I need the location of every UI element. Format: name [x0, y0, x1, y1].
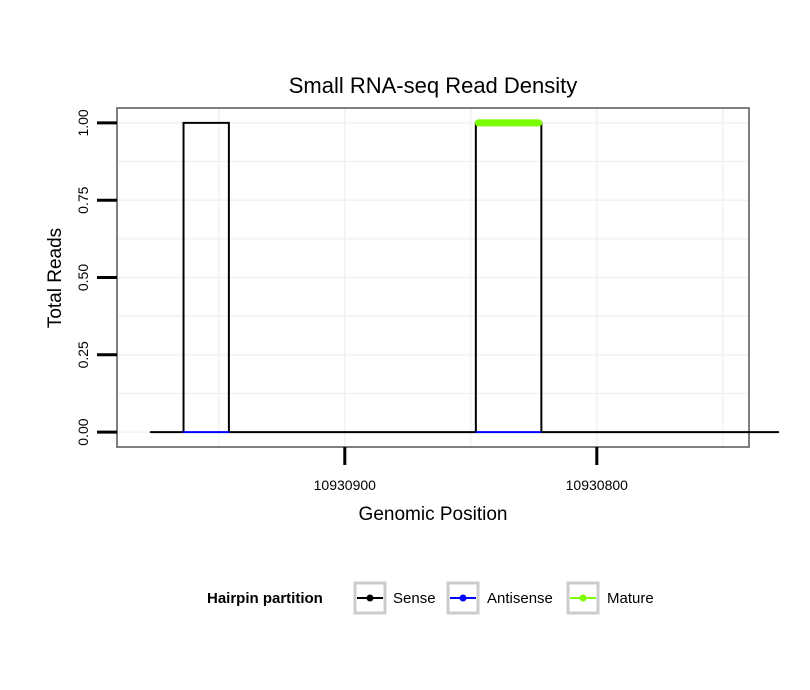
- legend-key-point-antisense: [459, 594, 467, 602]
- y-tick-label: 0.25: [75, 341, 91, 368]
- legend-label-sense: Sense: [393, 590, 436, 607]
- legend-key-point-mature: [579, 594, 587, 602]
- chart-title: Small RNA-seq Read Density: [289, 73, 578, 98]
- series-layer: [149, 119, 780, 434]
- y-axis: 0.00 0.25 0.50 0.75 1.00: [75, 109, 117, 446]
- legend-title: Hairpin partition: [207, 590, 323, 607]
- x-axis-title: Genomic Position: [359, 504, 508, 525]
- grid: [118, 109, 748, 446]
- legend-key-point-sense: [366, 594, 374, 602]
- y-axis-title: Total Reads: [45, 228, 66, 328]
- y-tick-label: 0.75: [75, 186, 91, 213]
- y-tick-label: 0.00: [75, 418, 91, 445]
- legend-label-antisense: Antisense: [487, 590, 553, 607]
- legend: Hairpin partition Sense Antisense Mature: [207, 581, 654, 615]
- series-sense-line: [149, 121, 780, 434]
- y-tick-label: 1.00: [75, 109, 91, 136]
- x-tick-label: 10930900: [314, 477, 377, 493]
- x-axis: 10930900 10930800: [314, 447, 629, 493]
- y-tick-label: 0.50: [75, 264, 91, 291]
- x-tick-label: 10930800: [566, 477, 629, 493]
- legend-label-mature: Mature: [607, 590, 654, 607]
